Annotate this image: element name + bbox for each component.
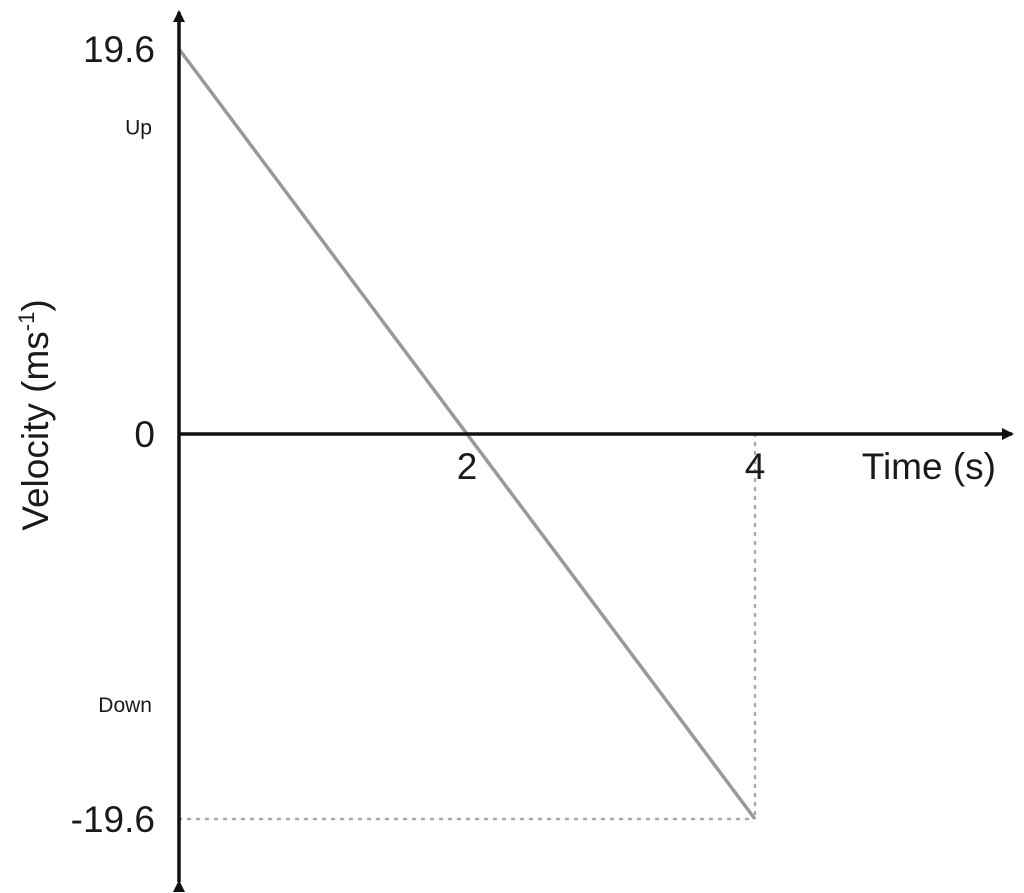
y-axis-label-superscript: -1 (14, 312, 39, 332)
y-axis-label: Velocity (ms-1) (14, 299, 56, 530)
tick-labels: 19.6 0 -19.6 2 4 (71, 29, 766, 840)
y-axis-label-suffix: ) (15, 299, 56, 311)
annotation-down: Down (98, 694, 152, 717)
x-tick-label-1: 4 (745, 446, 766, 487)
y-tick-label-1: 0 (134, 414, 155, 455)
y-axis-label-main: Velocity (ms (15, 331, 56, 530)
annotations: Up Down (98, 117, 152, 717)
annotation-up: Up (125, 117, 152, 140)
y-tick-label-2: -19.6 (71, 799, 155, 840)
x-tick-label-0: 2 (457, 446, 478, 487)
x-axis-label: Time (s) (862, 446, 996, 487)
y-tick-label-0: 19.6 (83, 29, 155, 70)
guide-lines (177, 432, 757, 821)
